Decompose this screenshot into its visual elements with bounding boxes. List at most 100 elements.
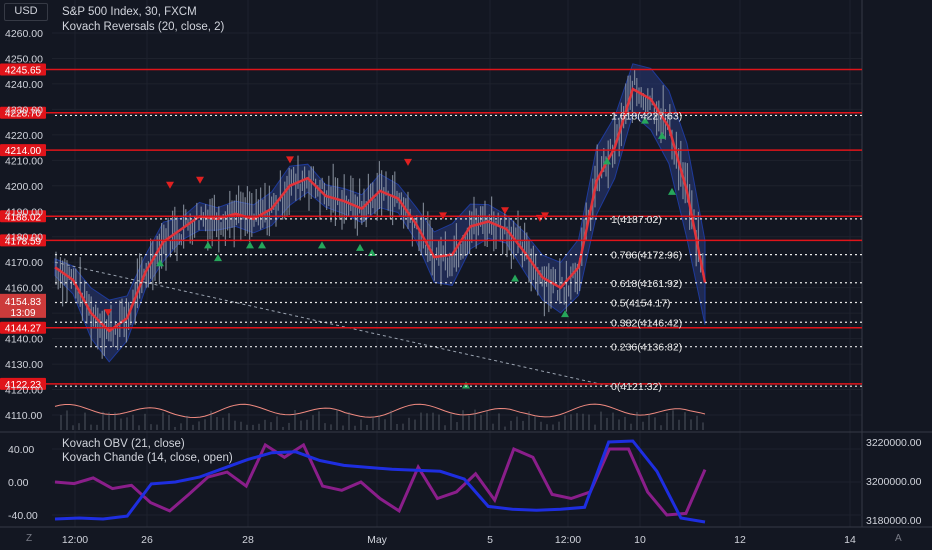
volume-bar [390, 410, 392, 430]
volume-bar [654, 417, 656, 430]
price-axis-label: 4120.00 [5, 385, 43, 397]
volume-bar [318, 411, 320, 430]
volume-bar [384, 419, 386, 430]
volume-bar [426, 413, 428, 430]
reversal-up-marker [511, 274, 519, 282]
volume-bar [360, 419, 362, 430]
volume-bar [576, 413, 578, 430]
volume-bar [174, 426, 176, 430]
price-level-tag: 4214.00 [0, 144, 46, 157]
volume-bar [642, 421, 644, 430]
volume-bar [468, 415, 470, 430]
volume-bar [90, 424, 92, 430]
oscillator-axis-label: -40.00 [8, 510, 38, 522]
time-axis-label: 12 [734, 534, 746, 546]
fib-level-label: 0.236(4136.82) [611, 342, 682, 354]
volume-bar [552, 424, 554, 430]
price-axis-label: 4220.00 [5, 130, 43, 142]
volume-bar [690, 419, 692, 430]
reversal-down-marker [196, 176, 204, 184]
fib-level-label: 1.618(4227.63) [611, 110, 682, 122]
obv-axis-label: 3180000.00 [866, 515, 922, 527]
volume-bar [702, 422, 704, 430]
price-level-tag: 4144.27 [0, 321, 46, 335]
volume-bar [306, 419, 308, 430]
price-axis-label: 4260.00 [5, 28, 43, 40]
volume-bar [300, 420, 302, 430]
volume-bar [582, 413, 584, 430]
price-level-tag-text: 4228.70 [5, 109, 42, 120]
volume-bar [162, 412, 164, 430]
volume-bar [414, 419, 416, 430]
volume-bar [564, 415, 566, 430]
indicator-legend-reversals[interactable]: Kovach Reversals (20, close, 2) [62, 21, 225, 33]
volume-bar [168, 414, 170, 430]
oscillator-axis-label: 40.00 [8, 444, 34, 456]
volume-bar [492, 423, 494, 430]
scale-z-button[interactable]: Z [26, 533, 33, 544]
reversal-down-marker [404, 158, 412, 166]
volume-bar [240, 421, 242, 430]
volume-bar [534, 416, 536, 430]
fib-level-label: 0.5(4154.17) [611, 298, 671, 310]
volume-bar [78, 423, 80, 430]
currency-button[interactable]: USD [4, 3, 48, 21]
price-level-tag-text: 4144.27 [5, 324, 42, 335]
obv-axis-label: 3200000.00 [866, 476, 922, 488]
volume-bar [108, 412, 110, 430]
moving-average-line [54, 87, 707, 333]
volatility-band [54, 63, 706, 363]
volume-bar [60, 415, 62, 430]
time-axis-label: 26 [141, 534, 153, 546]
volume-bar [432, 412, 434, 430]
volume-bar [264, 419, 266, 430]
volume-bar [348, 412, 350, 430]
bar-countdown: 13:09 [10, 308, 35, 319]
volume-bar [396, 423, 398, 430]
volume-bar [66, 410, 68, 430]
indicator-legend-chande[interactable]: Kovach Chande (14, close, open) [62, 452, 233, 464]
time-axis-label: 5 [487, 534, 493, 546]
volume-bar [678, 419, 680, 430]
volume-bar [408, 417, 410, 430]
fib-level-label: 1(4187.02) [611, 214, 662, 226]
volume-bar [528, 411, 530, 430]
volume-bar [102, 411, 104, 430]
price-level-tag: 4228.70 [0, 106, 46, 120]
volume-bar [420, 412, 422, 430]
reversal-up-marker [318, 241, 326, 249]
volume-bar [258, 423, 260, 430]
price-axis-label: 4110.00 [5, 410, 42, 422]
volume-bar [372, 416, 374, 430]
price-level-tag: 4188.02 [0, 210, 46, 223]
time-axis-label: 28 [242, 534, 254, 546]
fib-level-label: 0(4121.32) [611, 381, 662, 393]
price-axis-label: 4130.00 [5, 359, 43, 371]
scale-auto-button[interactable]: A [895, 533, 902, 544]
volume-bar [294, 409, 296, 430]
volume-bar [180, 423, 182, 430]
price-axis-label: 4160.00 [5, 283, 43, 295]
volume-bar [540, 421, 542, 430]
volume-bar [510, 420, 512, 430]
volume-bar [498, 413, 500, 430]
time-axis-label: 10 [634, 534, 646, 546]
reversal-up-marker [668, 187, 676, 195]
volume-bar [270, 422, 272, 430]
volume-bar [156, 424, 158, 430]
reversal-down-marker [501, 207, 509, 215]
symbol-legend[interactable]: S&P 500 Index, 30, FXCM [62, 6, 197, 18]
price-level-tag: 4178.59 [0, 234, 46, 247]
volume-bar [198, 421, 200, 430]
volume-bar [192, 424, 194, 430]
current-price-value: 4154.83 [5, 297, 42, 308]
volume-bar [450, 413, 452, 430]
time-axis-label: 12:00 [62, 534, 88, 546]
indicator-legend-obv[interactable]: Kovach OBV (21, close) [62, 438, 185, 450]
volume-bar [216, 417, 218, 430]
price-level-tag-text: 4178.59 [5, 236, 42, 247]
volume-bar [402, 423, 404, 430]
time-axis-label: 12:00 [555, 534, 581, 546]
volume-bar [630, 423, 632, 430]
